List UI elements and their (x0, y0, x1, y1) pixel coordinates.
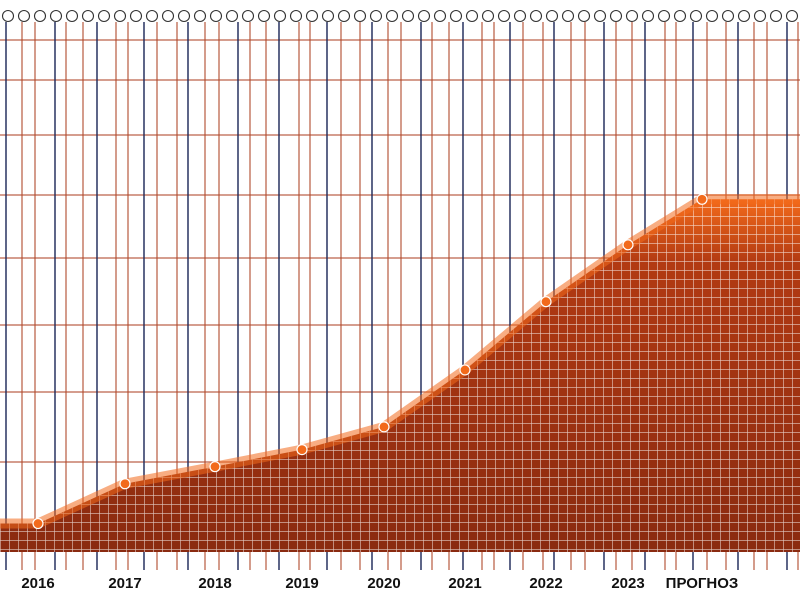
ring-ornament (81, 9, 95, 23)
ring-ornament (785, 9, 799, 23)
x-tick-label: 2023 (611, 575, 644, 592)
ring-ornament (529, 9, 543, 23)
data-point-2020 (378, 421, 390, 433)
ring-ornament (417, 9, 431, 23)
ring-ornament (545, 9, 559, 23)
x-axis-tick-labels: 2016 2017 2018 2019 2020 2021 2022 2023 ПРОГНОЗ (21, 575, 738, 592)
ring-ornament (625, 9, 639, 23)
ring-ornament (353, 9, 367, 23)
ring-ornament (145, 9, 159, 23)
ring-ornament (49, 9, 63, 23)
ring-ornament (17, 9, 31, 23)
data-point-2022 (540, 296, 552, 308)
ring-ornament (225, 9, 239, 23)
area-cell-texture (0, 199, 800, 553)
ring-ornament (97, 9, 111, 23)
ring-ornament (241, 9, 255, 23)
x-tick-label: 2021 (448, 575, 481, 592)
ring-ornament (737, 9, 751, 23)
ring-ornament (257, 9, 271, 23)
ring-ornament (689, 9, 703, 23)
ring-ornament (769, 9, 783, 23)
ring-ornament (209, 9, 223, 23)
ring-ornament (113, 9, 127, 23)
top-ring-row (1, 9, 799, 23)
ring-ornament (705, 9, 719, 23)
ring-ornament (289, 9, 303, 23)
ring-ornament (465, 9, 479, 23)
ring-ornament (401, 9, 415, 23)
data-point-2018 (209, 461, 221, 473)
area-series (0, 194, 800, 553)
ring-ornament (369, 9, 383, 23)
ring-ornament (129, 9, 143, 23)
ring-ornament (657, 9, 671, 23)
x-tick-label: 2017 (108, 575, 141, 592)
ring-ornament (497, 9, 511, 23)
x-tick-label: 2016 (21, 575, 54, 592)
x-tick-label: 2019 (285, 575, 318, 592)
x-tick-label: ПРОГНОЗ (666, 575, 739, 592)
x-tick-label: 2018 (198, 575, 231, 592)
data-point-2023 (622, 239, 634, 251)
ring-ornament (753, 9, 767, 23)
ring-ornament (513, 9, 527, 23)
ring-ornament (561, 9, 575, 23)
ring-ornament (305, 9, 319, 23)
ring-ornament (449, 9, 463, 23)
series-markers (32, 193, 708, 530)
data-point-2016 (32, 517, 44, 530)
ring-ornament (273, 9, 287, 23)
ring-ornament (641, 9, 655, 23)
ring-ornament (33, 9, 47, 23)
ring-ornament (673, 9, 687, 23)
ring-ornament (577, 9, 591, 23)
ring-ornament (481, 9, 495, 23)
ring-ornament (193, 9, 207, 23)
ring-ornament (321, 9, 335, 23)
ring-ornament (337, 9, 351, 23)
ring-ornament (385, 9, 399, 23)
ring-ornament (593, 9, 607, 23)
data-point-2017 (119, 478, 131, 490)
ring-ornament (161, 9, 175, 23)
x-tick-label: 2022 (529, 575, 562, 592)
ring-ornament (65, 9, 79, 23)
data-point-2019 (296, 444, 308, 456)
ring-ornament (609, 9, 623, 23)
ring-ornament (1, 9, 15, 23)
ring-ornament (433, 9, 447, 23)
data-point-2021 (459, 364, 471, 376)
horizontal-gridlines (0, 39, 800, 463)
x-tick-label: 2020 (367, 575, 400, 592)
data-point-ПРОГНОЗ (696, 193, 708, 205)
ring-ornament (177, 9, 191, 23)
ring-ornament (721, 9, 735, 23)
